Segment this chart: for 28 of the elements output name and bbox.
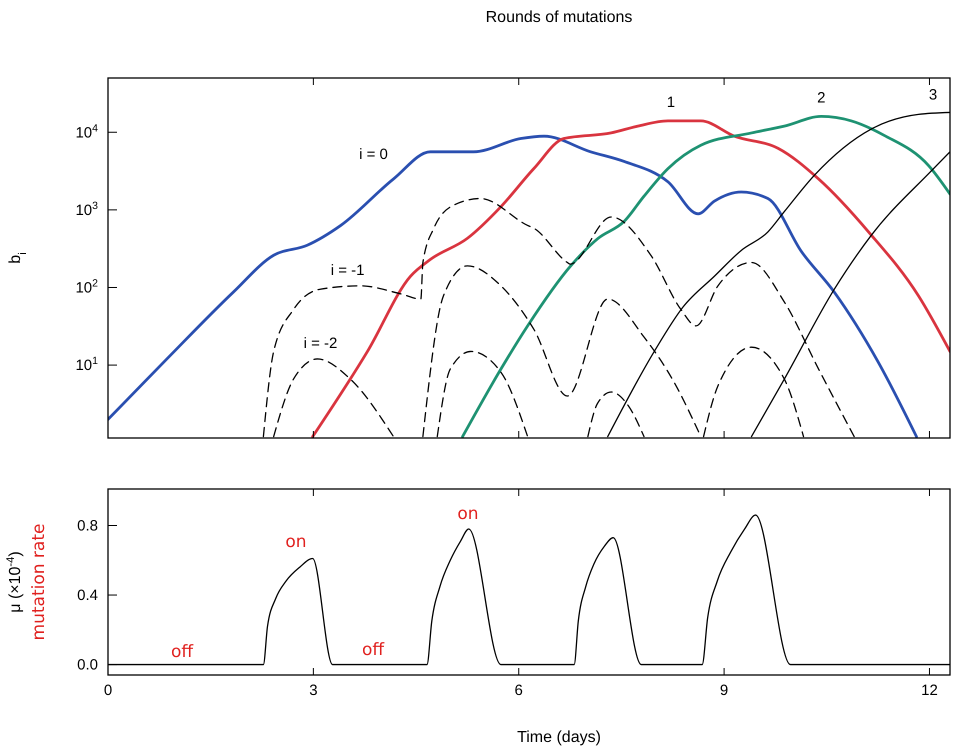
y-tick-label: 10$^{4}$ bbox=[75, 122, 98, 142]
y-tick-label: 10$^{2}$ bbox=[75, 277, 98, 296]
series-label: i = -2 bbox=[304, 334, 338, 352]
y-tick-label: 10$^{1}$ bbox=[75, 355, 98, 374]
annotation: on bbox=[457, 504, 479, 524]
x-axis-title: Time (days) bbox=[517, 729, 601, 746]
y-tick-label: 10$^{3}$ bbox=[75, 200, 98, 219]
series-label: 2 bbox=[817, 89, 826, 106]
series-label: 1 bbox=[666, 94, 676, 111]
x-tick-label: 9 bbox=[720, 682, 728, 699]
series-label: i = -1 bbox=[330, 262, 364, 279]
chart-title: Rounds of mutations bbox=[486, 9, 632, 26]
series-label: i = 0 bbox=[359, 146, 388, 163]
text: mutation rate bbox=[29, 524, 49, 640]
x-tick-label: 6 bbox=[514, 682, 523, 699]
x-tick-label: 0 bbox=[104, 682, 112, 699]
line-series bbox=[461, 115, 950, 438]
annotation: on bbox=[285, 532, 307, 552]
y-tick-label: 0.4 bbox=[77, 587, 98, 604]
annotation: off bbox=[170, 642, 194, 662]
line-series bbox=[108, 134, 918, 438]
y-tick-label: 0.8 bbox=[77, 518, 98, 535]
x-tick-label: 3 bbox=[309, 682, 318, 699]
line-series bbox=[311, 120, 950, 438]
legend-label: 3 bbox=[928, 86, 938, 104]
y-tick-label: 0.0 bbox=[77, 656, 98, 674]
annotation: off bbox=[362, 640, 386, 660]
x-tick-label: 12 bbox=[921, 682, 938, 699]
